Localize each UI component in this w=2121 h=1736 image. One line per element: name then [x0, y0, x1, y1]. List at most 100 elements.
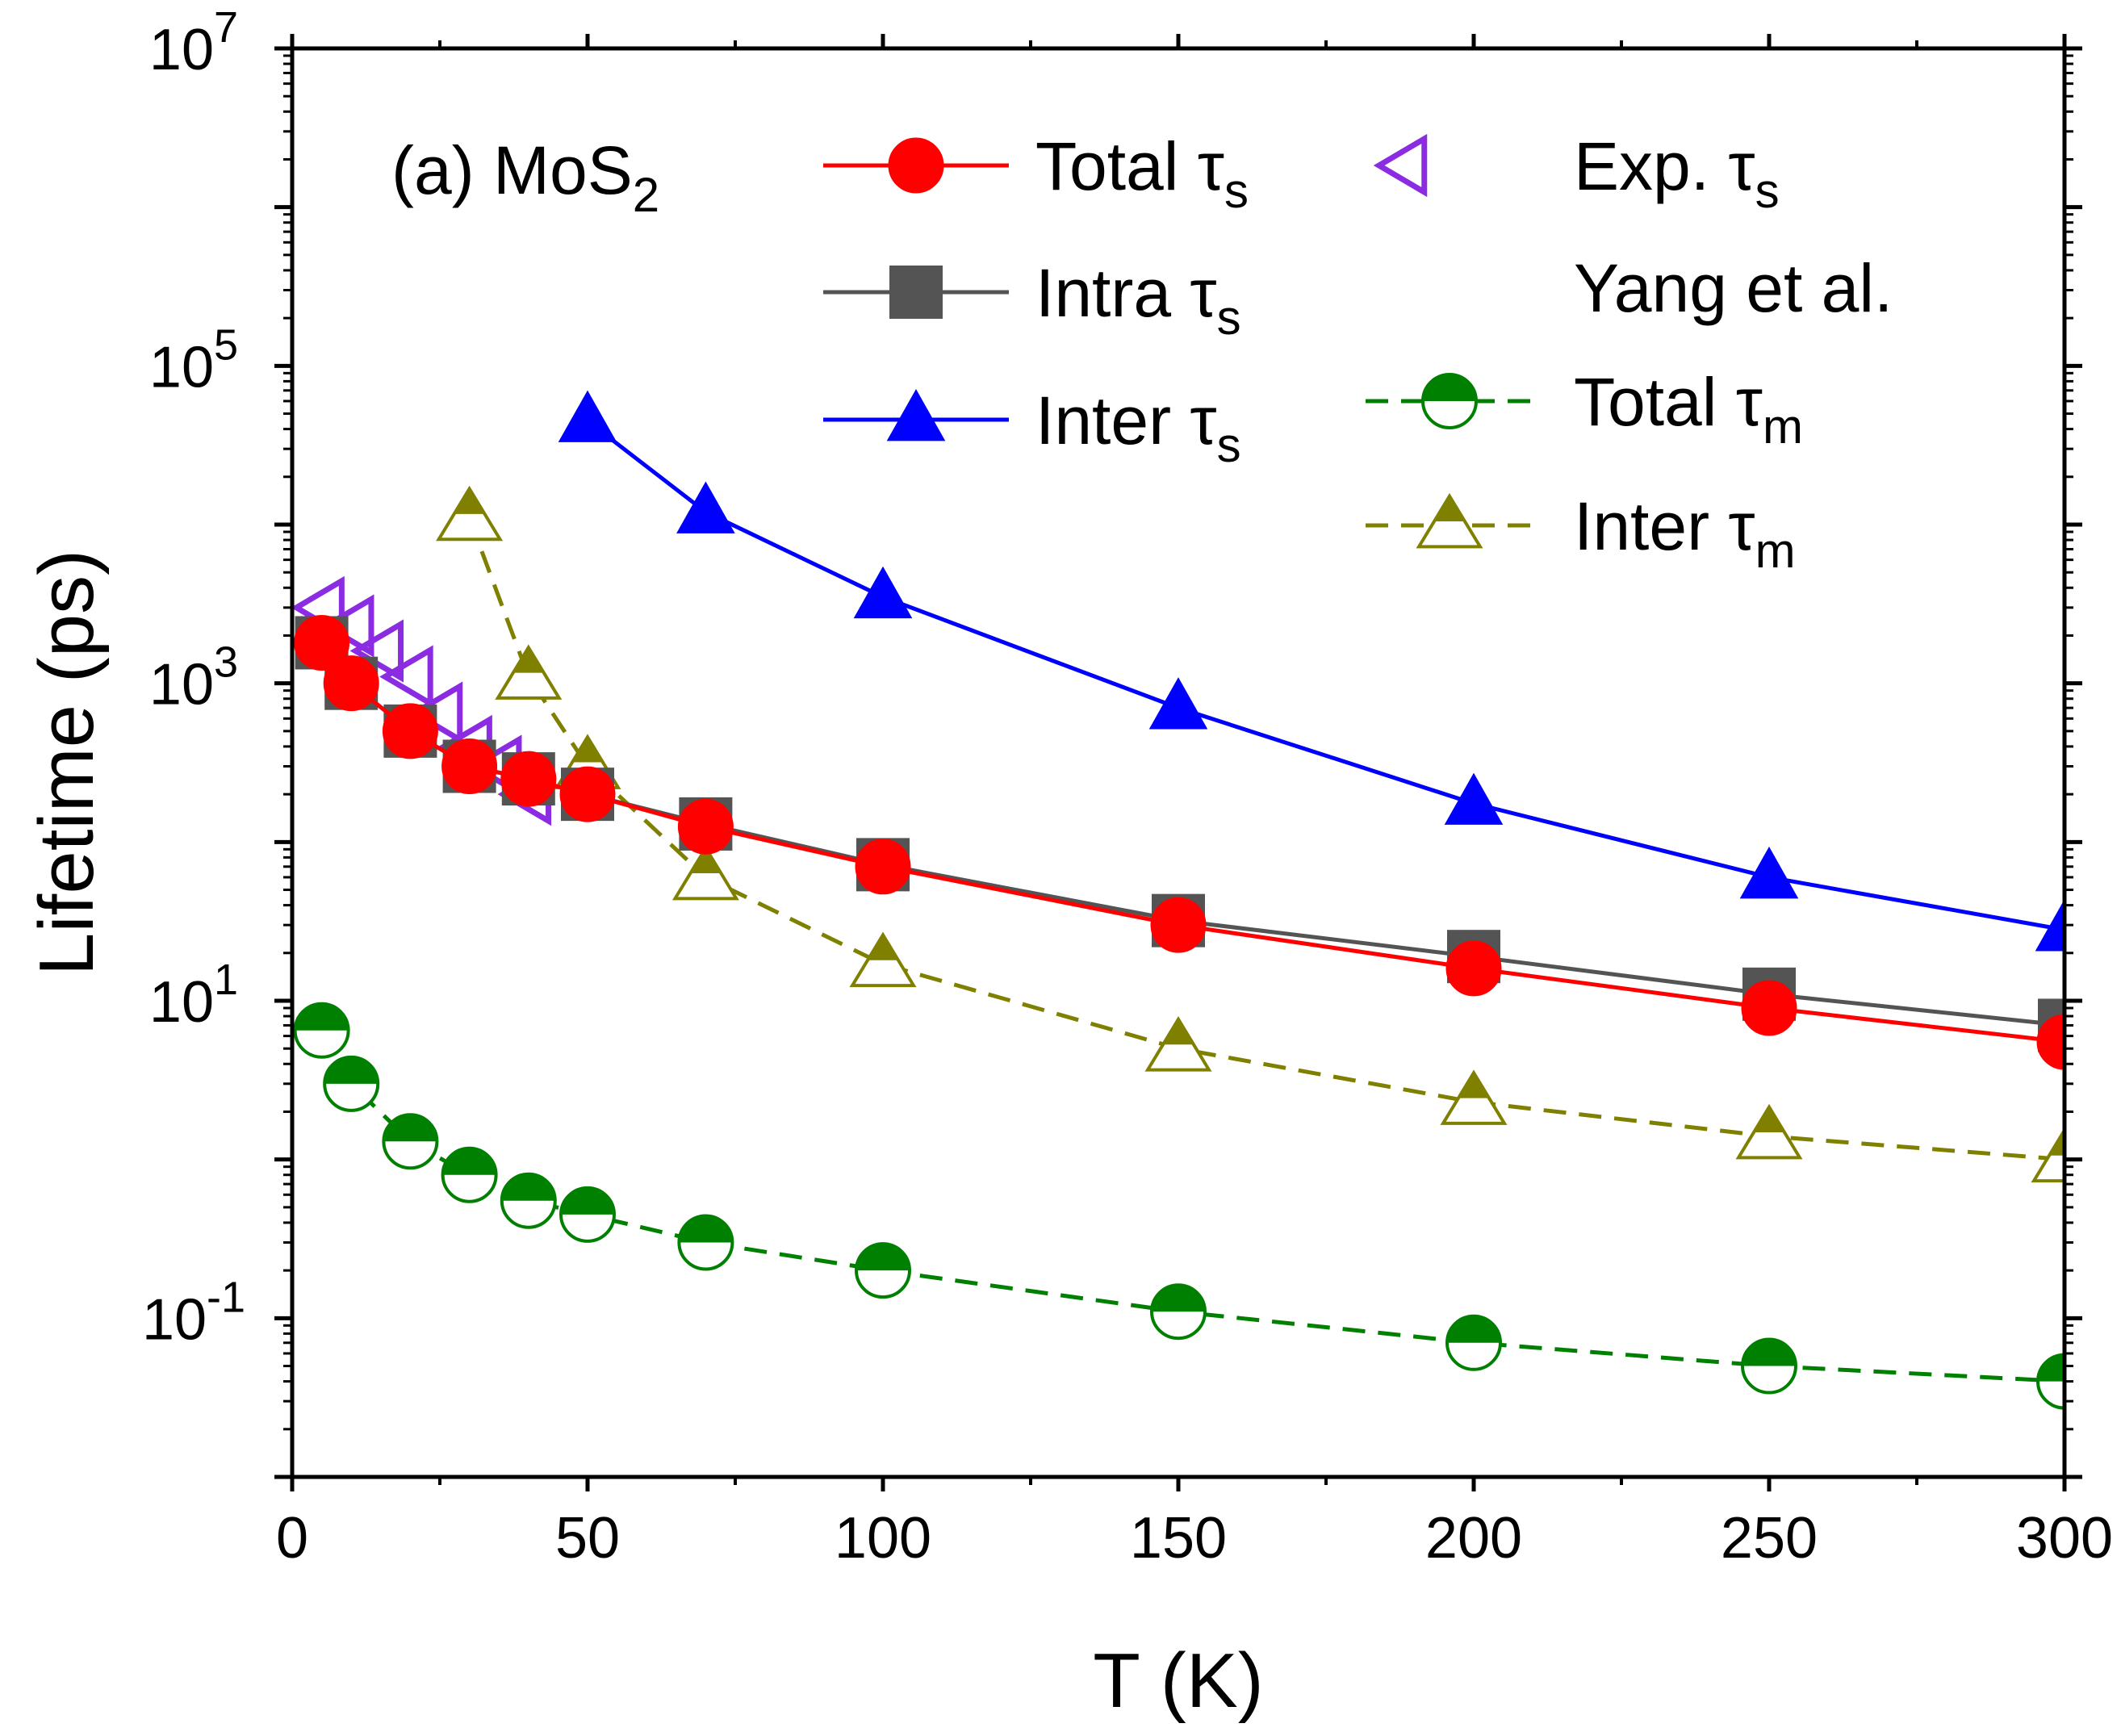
data-point [441, 1146, 498, 1203]
marker-top-half [454, 488, 485, 514]
series-total-s [294, 614, 2065, 1070]
data-point [500, 751, 557, 807]
annotation-label: (a) MoS2 [391, 132, 659, 222]
data-point [293, 1002, 350, 1059]
legend-label: Total τm [1574, 364, 1803, 454]
data-point [500, 1172, 557, 1229]
data-point [1144, 1016, 1212, 1072]
annotation-subscript: 2 [633, 168, 659, 222]
legend-marker [888, 137, 944, 194]
marker-top-half [1163, 1019, 1194, 1045]
marker-top-half [1754, 1106, 1784, 1132]
y-tick-label: 10-1 [142, 1273, 245, 1352]
marker-top-half [1434, 496, 1465, 522]
data-point [436, 485, 504, 542]
series-inter-m [436, 485, 2065, 1183]
data-point [677, 1214, 734, 1271]
data-point [2036, 1014, 2065, 1070]
legend-marker [1416, 492, 1483, 549]
series-intra-s [295, 616, 2065, 1052]
data-point [1444, 772, 1504, 825]
marker-top-half [295, 1003, 349, 1031]
marker-outline [1445, 1314, 1502, 1371]
legend-total-tau-s: Total τs [823, 128, 1249, 218]
marker-outline [1416, 492, 1483, 549]
marker-outline [1741, 1337, 1797, 1395]
legend-label: Inter τm [1574, 488, 1796, 578]
data-point [382, 703, 438, 759]
marker-outline [1735, 1103, 1803, 1160]
y-tick-label: 105 [149, 320, 238, 399]
data-point [853, 566, 913, 619]
data-point [1741, 1337, 1797, 1395]
series-line [320, 641, 2065, 1044]
marker-outline [495, 644, 563, 700]
series-total-m [293, 1002, 2065, 1410]
data-point [2035, 899, 2065, 952]
marker-bg [1419, 496, 1480, 547]
legend: Total τs Intra τs Inter τs Exp. τs Yang et a… [823, 128, 1893, 578]
legend-label: Total τs [1035, 128, 1249, 218]
legend-label-2: Yang et al. [1574, 250, 1893, 326]
data-point [558, 390, 617, 442]
marker-outline [323, 1055, 380, 1112]
marker-top-half [572, 737, 603, 763]
marker-outline [849, 931, 917, 988]
marker-outline [559, 1186, 616, 1243]
legend-marker [889, 266, 943, 319]
marker-top-half [561, 1187, 614, 1215]
data-point [349, 619, 404, 683]
data-point [677, 798, 734, 855]
x-tick-label: 250 [1721, 1506, 1818, 1571]
data-point [1445, 1314, 1502, 1371]
legend-exp-tau-s: Exp. τs Yang et al. [1373, 128, 1893, 326]
x-axis-title: T (K) [1093, 1638, 1264, 1724]
data-point [495, 644, 563, 700]
y-axis-title: Lifetime (ps) [23, 550, 110, 976]
marker-top-half [2038, 1354, 2065, 1382]
marker-top-half [324, 1056, 379, 1084]
data-point [379, 645, 433, 709]
ticks-layer: 0 50 100 150 200 250 300 10-1 101 103 105 107 [142, 3, 2113, 1571]
marker-top-half [856, 1244, 910, 1271]
data-point [2031, 1127, 2065, 1183]
data-point [849, 931, 917, 988]
x-tick-label: 150 [1130, 1506, 1227, 1571]
marker-top-half [1447, 1316, 1500, 1343]
data-point [1150, 897, 1207, 953]
legend-inter-tau-m: Inter τm [1366, 488, 1796, 578]
marker-outline [436, 485, 504, 542]
legend-total-tau-m: Total τm [1366, 364, 1803, 454]
y-tick-label: 107 [149, 3, 238, 82]
series-layer [292, 390, 2065, 1410]
data-point [1148, 677, 1208, 730]
marker-top-half [442, 1148, 496, 1175]
marker-outline [671, 844, 739, 901]
x-tick-label: 100 [835, 1506, 931, 1571]
legend-label: Intra τs [1035, 255, 1241, 345]
data-point [1741, 980, 1797, 1036]
data-point [1440, 1069, 1508, 1125]
data-point [323, 1055, 380, 1112]
data-point [676, 481, 735, 533]
marker-outline [855, 1242, 911, 1299]
y-tick-label: 103 [149, 638, 238, 717]
marker-top-half [1423, 374, 1476, 401]
series-line [467, 517, 2065, 1162]
marker-top-half [690, 847, 722, 874]
data-point [2036, 1353, 2065, 1410]
legend-intra-tau-s: Intra τs [823, 255, 1241, 345]
y-tick-label: 101 [149, 956, 238, 1035]
legend-marker [1373, 133, 1428, 198]
marker-top-half [512, 647, 544, 673]
data-point [671, 844, 739, 901]
data-point [559, 766, 616, 822]
marker-outline [1421, 373, 1478, 429]
plot-area [292, 390, 2065, 1410]
x-tick-label: 0 [276, 1506, 308, 1571]
data-point [1150, 1283, 1207, 1341]
data-point [382, 1113, 439, 1170]
legend-marker [1421, 373, 1478, 429]
marker-outline [2031, 1127, 2065, 1183]
